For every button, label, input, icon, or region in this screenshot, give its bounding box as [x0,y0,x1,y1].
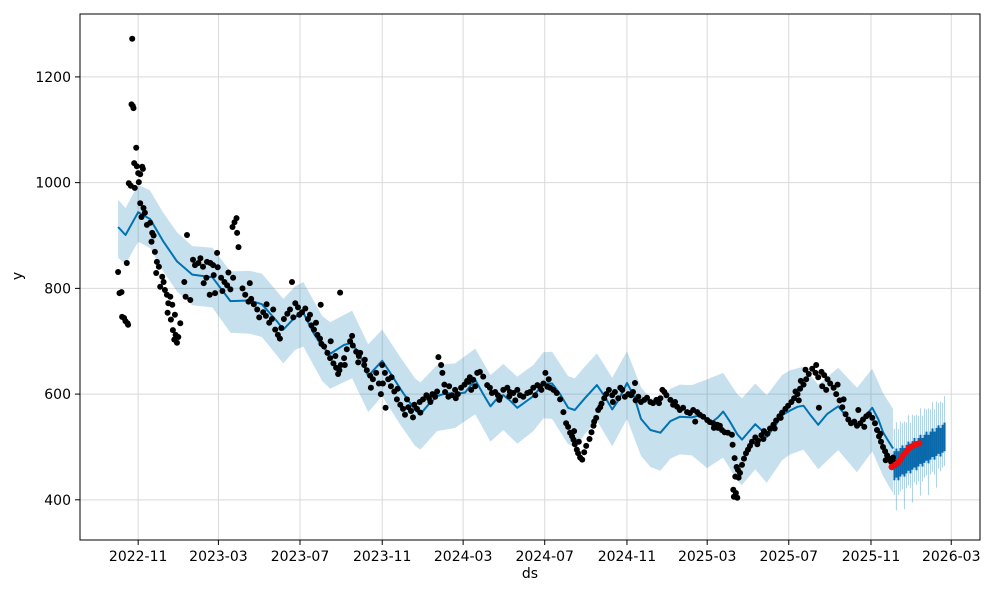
x-tick-label: 2025-11 [842,549,901,565]
y-tick-label: 800 [44,281,71,297]
y-tick-label: 400 [44,493,71,509]
recent-actuals-red-scatter [888,440,923,471]
axis-ticks [75,76,952,545]
x-tick-label: 2026-03 [922,549,981,565]
y-tick-label: 1200 [35,70,71,86]
actuals-scatter [115,35,899,501]
x-axis-label: ds [521,566,539,582]
y-tick-label: 1000 [35,176,71,192]
x-tick-label: 2024-11 [598,549,657,565]
forecast-line-spikes [893,422,946,481]
x-tick-label: 2025-07 [760,549,819,565]
x-tick-label: 2023-03 [189,549,248,565]
y-axis-label: y [10,271,27,281]
y-tick-label: 600 [44,387,71,403]
x-tick-label: 2025-03 [678,549,737,565]
x-tick-label: 2024-07 [515,549,574,565]
tick-labels: 2022-11 2023-03 2023-07 2023-11 2024-03 2024-… [35,70,980,565]
x-tick-label: 2022-11 [109,549,168,565]
uncertainty-band [118,184,894,494]
plot-border [79,13,981,541]
x-tick-label: 2023-07 [271,549,330,565]
x-tick-label: 2023-11 [353,549,412,565]
x-tick-label: 2024-03 [434,549,493,565]
